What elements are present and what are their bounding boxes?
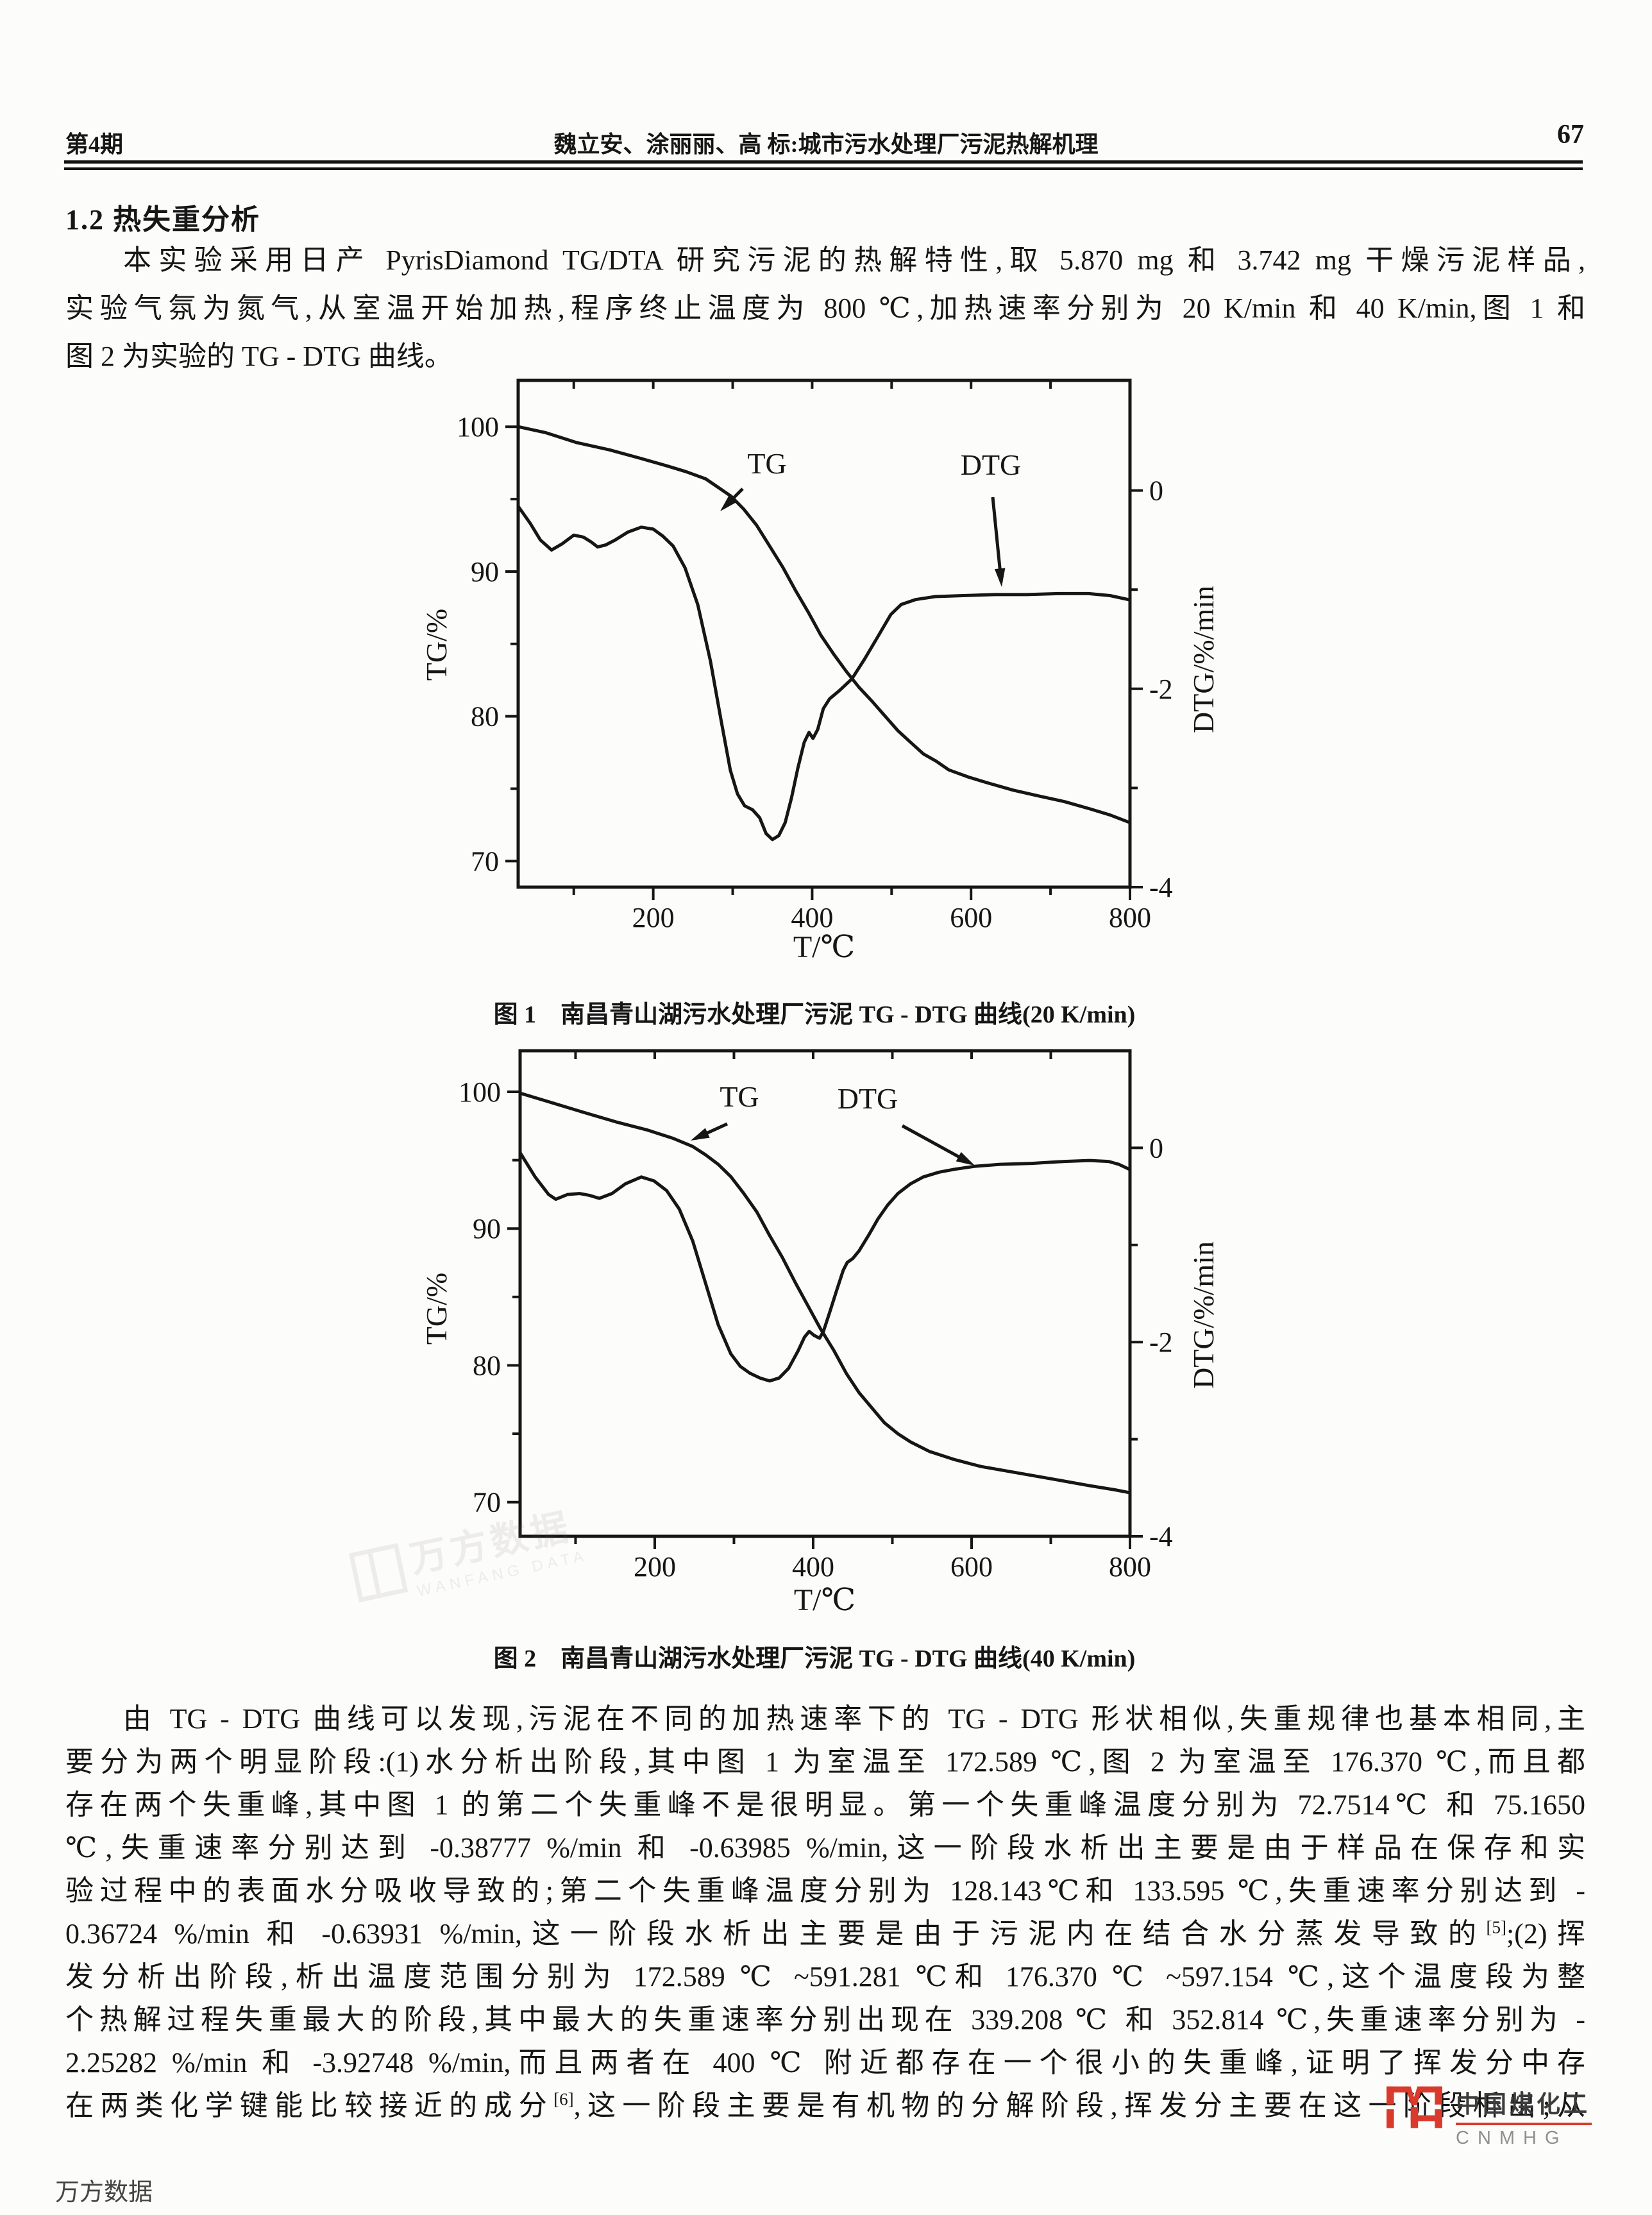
svg-text:TG: TG [747,447,786,480]
svg-text:80: 80 [473,1350,501,1381]
section-heading: 1.2 热失重分析 [65,204,260,235]
svg-text:-4: -4 [1149,872,1173,903]
paragraph-line: 存在两个失重峰,其中图 1 的第二个失重峰不是很明显。第一个失重峰温度分别为 7… [65,1789,1585,1820]
logo-chinese-text: 中国煤化工 [1456,2091,1590,2117]
svg-text:T/℃: T/℃ [794,1583,856,1617]
paragraph-line: 0.36724 %/min 和 -0.63931 %/min,这一阶段水析出主要… [65,1917,1585,1949]
svg-text:100: 100 [459,1076,501,1108]
svg-text:DTG/%/min: DTG/%/min [1187,586,1220,733]
paragraph-line: 本实验采用日产 PyrisDiamond TG/DTA 研究污泥的热解特性,取 … [123,244,1585,276]
svg-text:TG: TG [720,1080,759,1113]
svg-text:DTG: DTG [838,1082,898,1115]
svg-text:600: 600 [950,902,992,933]
discussion-paragraph: 由 TG - DTG 曲线可以发现,污泥在不同的加热速率下的 TG - DTG … [65,1697,1585,2127]
svg-text:800: 800 [1109,902,1151,933]
citation-ref-5: [5] [1486,1917,1506,1937]
svg-text:80: 80 [471,701,499,733]
cnmhg-logo-icon [1386,2086,1442,2128]
paragraph-line: 图 2 为实验的 TG - DTG 曲线。 [65,341,453,372]
logo-underline [1456,2123,1592,2125]
wanfang-logo-icon [348,1543,409,1602]
paragraph-line: ℃,失重速率分别达到 -0.38777 %/min 和 -0.63985 %/m… [65,1832,1585,1863]
svg-text:-2: -2 [1149,674,1173,705]
svg-text:800: 800 [1109,1551,1151,1583]
paragraph-line: 在两类化学键能比较接近的成分[6],这一阶段主要是有机物的分解阶段,挥发分主要在… [65,2089,1585,2121]
svg-text:200: 200 [632,902,675,933]
header-rule-top [64,160,1583,164]
header-rule-bottom [64,167,1583,170]
svg-text:600: 600 [950,1551,993,1583]
figure2-caption: 图 2 南昌青山湖污水处理厂污泥 TG - DTG 曲线(40 K/min) [493,1645,1136,1672]
cnmhg-logo: 中国煤化工 CNMHG [1385,2085,1592,2149]
svg-text:200: 200 [634,1551,676,1583]
svg-text:T/℃: T/℃ [793,930,855,964]
running-title: 魏立安、涂丽丽、高 标:城市污水处理厂污泥热解机理 [553,132,1099,157]
svg-text:-4: -4 [1149,1521,1173,1552]
footer-watermark: 万方数据 [55,2179,153,2206]
page-number: 67 [1557,120,1584,149]
svg-text:DTG/%/min: DTG/%/min [1187,1241,1220,1389]
paragraph-line: 2.25282 %/min 和 -3.92748 %/min,而且两者在 400… [65,2047,1585,2078]
svg-text:100: 100 [457,411,499,443]
paragraph-line: 验过程中的表面水分吸收导致的;第二个失重峰温度分别为 128.143℃和 133… [65,1875,1585,1906]
intro-paragraph: 本实验采用日产 PyrisDiamond TG/DTA 研究污泥的热解特性,取 … [65,236,1585,380]
svg-text:0: 0 [1149,1132,1163,1164]
svg-text:400: 400 [791,902,833,933]
svg-text:70: 70 [471,845,499,877]
paragraph-line: 实验气氛为氮气,从室温开始加热,程序终止温度为 800 ℃,加热速率分别为 20… [65,293,1585,324]
logo-latin-text: CNMHG [1456,2128,1568,2148]
paragraph-line: 要分为两个明显阶段:(1)水分析出阶段,其中图 1 为室温至 172.589 ℃… [65,1746,1585,1778]
figure1-caption: 图 1 南昌青山湖污水处理厂污泥 TG - DTG 曲线(20 K/min) [493,1001,1136,1028]
paragraph-line: 个热解过程失重最大的阶段,其中最大的失重速率分别出现在 339.208 ℃ 和 … [65,2004,1585,2035]
svg-text:400: 400 [792,1551,834,1583]
svg-text:90: 90 [471,556,499,588]
svg-text:0: 0 [1149,475,1163,507]
issue-label: 第4期 [65,132,124,157]
svg-text:TG/%: TG/% [420,609,453,681]
figure1-tg-dtg-chart: 200 400 600 800 100 90 80 70 0 -2 -4 TG/% DTG/%/min T… [420,378,1220,964]
paragraph-line: 发分析出阶段,析出温度范围分别为 172.589 ℃ ~591.281 ℃和 1… [65,1961,1585,1992]
svg-text:70: 70 [473,1487,501,1518]
citation-ref-6: [6] [553,2089,574,2109]
svg-text:-2: -2 [1149,1327,1173,1358]
svg-text:DTG: DTG [961,448,1022,481]
figure2-tg-dtg-chart: 200 400 600 800 100 90 80 70 0 -2 -4 TG/% DTG/%/min T… [420,1049,1220,1617]
svg-text:90: 90 [473,1213,501,1244]
svg-text:TG/%: TG/% [420,1273,453,1345]
paragraph-line: 由 TG - DTG 曲线可以发现,污泥在不同的加热速率下的 TG - DTG … [123,1703,1585,1735]
